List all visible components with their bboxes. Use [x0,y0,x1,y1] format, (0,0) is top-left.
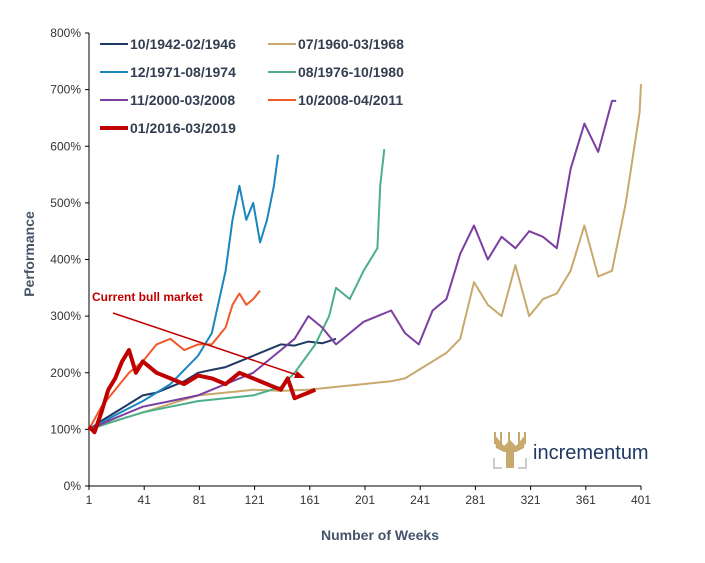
y-axis-label: Performance [21,211,37,297]
y-tick-label: 0% [64,479,82,493]
annotation: Current bull market [92,290,305,378]
logo-text: incrementum [533,442,649,464]
logo-base [493,458,527,469]
x-tick-label: 41 [138,493,152,507]
series-line [88,337,337,431]
series-line [88,154,280,431]
series-line [88,99,617,431]
tree-icon [494,432,526,468]
y-tick-label: 200% [50,366,81,380]
series-lines [87,83,642,435]
y-tick-label: 500% [50,196,81,210]
x-tick-label: 361 [576,493,596,507]
x-tick-label: 121 [245,493,265,507]
incrementum-logo: incrementum [493,432,649,469]
x-tick-label: 401 [631,493,651,507]
legend-label: 08/1976-10/1980 [298,64,404,80]
legend-label: 07/1960-03/1968 [298,36,404,52]
legend-label: 12/1971-08/1974 [130,64,236,80]
x-tick-label: 321 [521,493,541,507]
legend-label: 10/2008-04/2011 [298,92,403,108]
series-line [88,83,642,431]
series-line [88,148,386,431]
legend: 10/1942-02/1946 07/1960-03/1968 12/1971-08… [100,36,404,136]
x-tick-label: 161 [300,493,320,507]
x-tick-label: 201 [355,493,375,507]
x-axis-label: Number of Weeks [321,527,439,543]
y-tick-label: 600% [50,139,81,153]
y-tick-label: 400% [50,253,81,267]
x-tick-label: 241 [410,493,430,507]
annotation-arrow [112,312,301,377]
y-tick-label: 800% [50,26,81,40]
y-tick-label: 100% [50,422,81,436]
series-line [87,348,317,435]
annotation-text: Current bull market [92,290,203,304]
y-tick-label: 700% [50,83,81,97]
x-tick-label: 1 [86,493,93,507]
y-tick-label: 300% [50,309,81,323]
series-line [88,289,261,430]
annotation-arrowhead [294,371,305,378]
legend-label: 10/1942-02/1946 [130,36,236,52]
legend-label: 11/2000-03/2008 [130,92,235,108]
x-tick-label: 281 [465,493,485,507]
legend-label: 01/2016-03/2019 [130,120,236,136]
x-tick-label: 81 [193,493,207,507]
axes: 0% 100% 200% 300% 400% 500% 600% 700% 800% 1 41 81 1… [50,26,651,507]
